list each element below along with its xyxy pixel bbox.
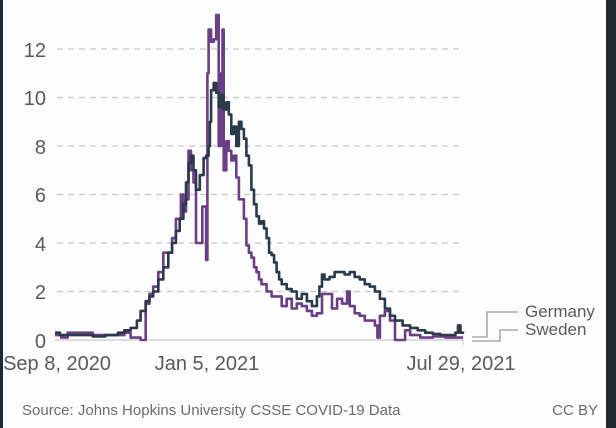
y-tick-label: 10 <box>24 88 46 110</box>
y-tick-label: 2 <box>35 282 46 304</box>
series-line-germany <box>55 81 465 338</box>
chart-card: 0 2 4 6 8 10 12 Sep 8, 2020 Jan 5, 2021 … <box>3 0 606 428</box>
legend: Germany Sweden <box>472 302 595 342</box>
x-tick-label: Jul 29, 2021 <box>407 353 516 375</box>
y-tick-label: 4 <box>35 234 46 256</box>
x-tick-label: Sep 8, 2020 <box>3 353 111 375</box>
y-tick-label: 12 <box>24 40 46 62</box>
x-tick-label: Jan 5, 2021 <box>155 353 260 375</box>
line-chart: 0 2 4 6 8 10 12 Sep 8, 2020 Jan 5, 2021 … <box>3 13 595 375</box>
legend-label-sweden: Sweden <box>525 320 586 339</box>
legend-leader-sweden <box>472 329 518 342</box>
source-note: Source: Johns Hopkins University CSSE CO… <box>22 402 401 419</box>
x-axis-labels: Sep 8, 2020 Jan 5, 2021 Jul 29, 2021 <box>3 353 515 375</box>
gridlines <box>57 48 463 293</box>
legend-leader-germany <box>472 311 518 338</box>
y-tick-label: 8 <box>35 137 46 159</box>
series-lines <box>55 13 465 342</box>
y-tick-label: 0 <box>35 331 46 353</box>
y-axis-labels: 0 2 4 6 8 10 12 <box>24 40 46 353</box>
legend-label-germany: Germany <box>525 302 595 321</box>
license-label: CC BY <box>552 402 598 419</box>
y-tick-label: 6 <box>35 185 46 207</box>
